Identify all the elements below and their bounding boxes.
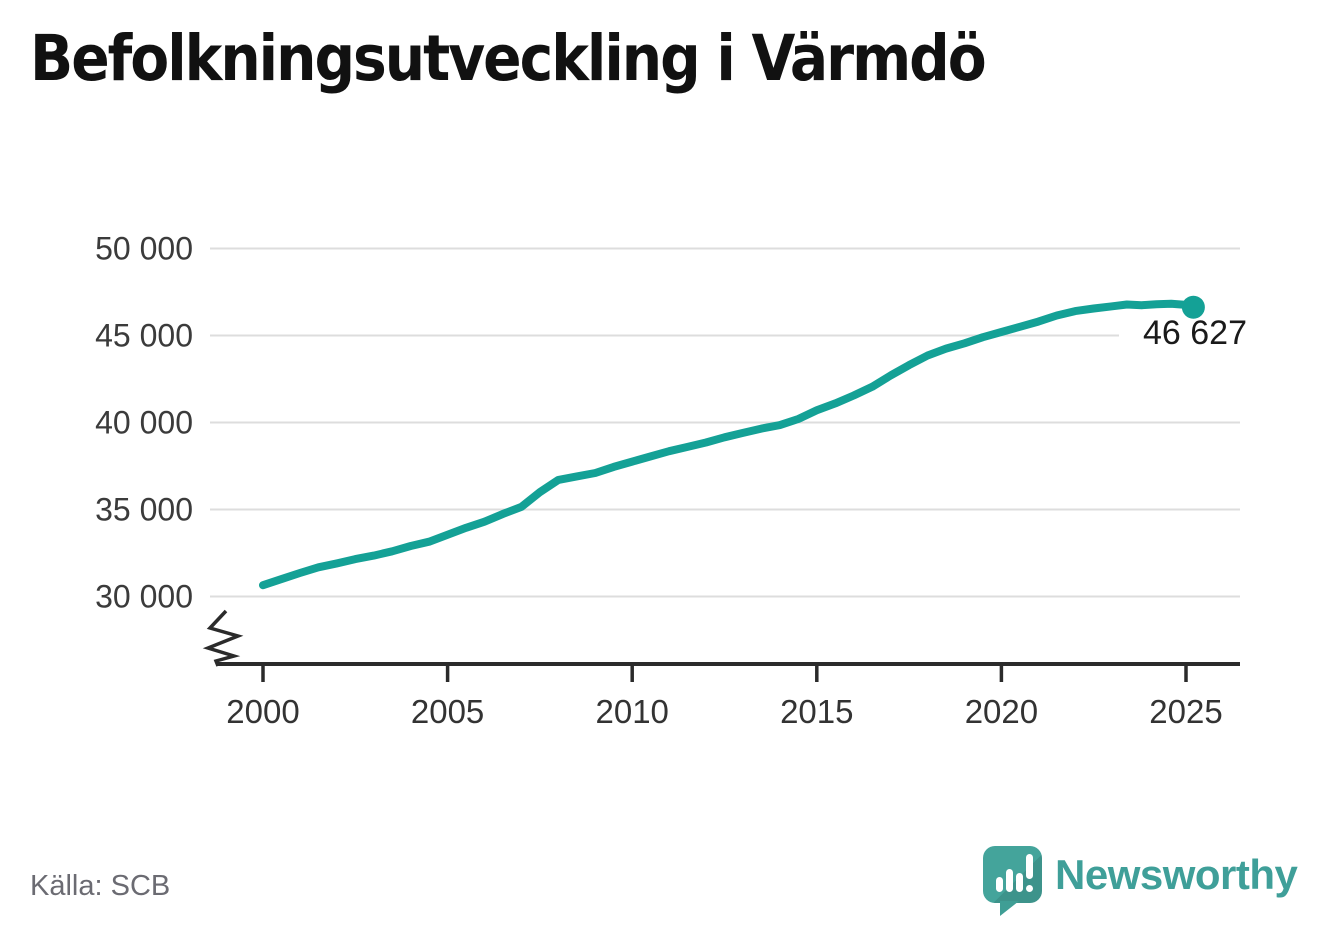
logo-wordmark: Newsworthy bbox=[1055, 851, 1298, 898]
y-axis-tick-label: 30 000 bbox=[95, 579, 193, 615]
x-axis-tick-label: 2020 bbox=[965, 693, 1038, 730]
x-axis-tick-label: 2005 bbox=[411, 693, 484, 730]
y-axis-tick-label: 50 000 bbox=[95, 231, 193, 267]
logo-bar-icon bbox=[1006, 869, 1013, 892]
logo-bar-icon bbox=[1016, 873, 1023, 892]
newsworthy-logo: Newsworthy bbox=[983, 846, 1298, 916]
logo-exclamation-icon bbox=[1026, 854, 1033, 879]
population-line bbox=[259, 299, 1198, 590]
x-axis-tick-label: 2015 bbox=[780, 693, 853, 730]
y-axis-tick-label: 40 000 bbox=[95, 405, 193, 441]
x-axis-tick-label: 2025 bbox=[1149, 693, 1222, 730]
axis-break-icon bbox=[202, 609, 244, 667]
x-axis-tick-label: 2010 bbox=[595, 693, 668, 730]
speech-bubble-bar-chart-icon bbox=[983, 846, 1042, 916]
y-axis-tick-label: 45 000 bbox=[95, 318, 193, 354]
y-axis-tick-label: 35 000 bbox=[95, 492, 193, 528]
latest-point-marker bbox=[1181, 295, 1205, 319]
source-note: Källa: SCB bbox=[30, 870, 171, 902]
latest-value-label: 46 627 bbox=[1143, 314, 1247, 352]
logo-bar-icon bbox=[996, 877, 1003, 892]
logo-exclamation-dot-icon bbox=[1026, 885, 1033, 892]
page-title: Befolkningsutveckling i Värmdö bbox=[30, 22, 987, 95]
x-axis-tick-label: 2000 bbox=[226, 693, 299, 730]
